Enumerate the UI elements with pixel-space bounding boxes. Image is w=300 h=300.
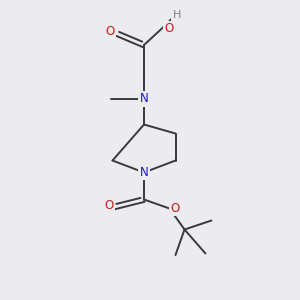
- Text: O: O: [164, 22, 173, 35]
- Text: N: N: [140, 166, 148, 179]
- Text: O: O: [170, 202, 179, 215]
- Text: H: H: [173, 10, 181, 20]
- Text: O: O: [106, 25, 115, 38]
- Text: N: N: [140, 92, 148, 106]
- Text: O: O: [104, 199, 113, 212]
